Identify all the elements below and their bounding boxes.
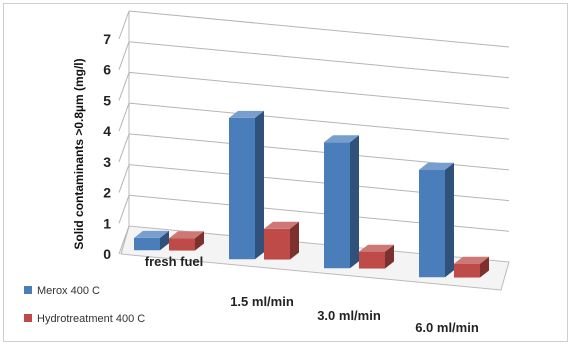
y-tick-label: 4 <box>103 123 111 139</box>
bar-front <box>264 228 290 260</box>
bar-hydrotreatment <box>454 256 489 278</box>
y-tick-label: 0 <box>103 246 111 262</box>
gridline <box>128 71 510 109</box>
legend-swatch <box>24 286 32 294</box>
gridline-side <box>118 102 130 132</box>
gridline-side <box>118 133 130 163</box>
bar-side <box>255 110 264 260</box>
bar-front <box>359 251 385 269</box>
legend-label: Merox 400 C <box>37 285 100 297</box>
y-tick-label: 3 <box>103 154 111 170</box>
bar-hydrotreatment <box>359 244 394 269</box>
bar-side <box>385 244 394 269</box>
bar-front <box>419 169 445 278</box>
bar-merox <box>324 135 359 269</box>
legend: Merox 400 C Hydrotreatment 400 C <box>24 285 145 325</box>
x-category-label: 1.5 ml/min <box>230 294 294 309</box>
chart-walls <box>120 11 510 291</box>
bar-front <box>324 142 350 269</box>
bar-chart-3d: 0 1 2 3 4 5 6 7 fresh fuel 1.5 ml/min 3.0 ml/min 6… <box>24 10 510 335</box>
bar-side <box>290 221 299 260</box>
y-tick-label: 1 <box>103 215 111 231</box>
bar-merox <box>229 110 264 260</box>
gridline <box>128 102 510 140</box>
gridline-side <box>118 195 130 224</box>
bar-top <box>419 162 454 170</box>
bar-top <box>229 110 264 118</box>
bar-top <box>134 230 169 238</box>
y-tick-label: 5 <box>103 92 111 108</box>
bar-front <box>169 238 195 251</box>
y-axis-title: Solid contaminants >0.8µm (mg/l) <box>72 58 86 249</box>
gridline-side <box>118 164 130 193</box>
gridline-side <box>118 225 130 255</box>
bar-side <box>350 135 359 269</box>
bar-merox <box>134 230 169 251</box>
y-axis-ticks: 0 1 2 3 4 5 6 7 <box>103 31 111 262</box>
bar-side <box>195 231 204 251</box>
x-category-label: 3.0 ml/min <box>317 308 381 323</box>
x-category-label: fresh fuel <box>145 254 204 269</box>
gridline <box>128 41 510 79</box>
bar-front <box>454 263 480 278</box>
gridline-side <box>118 41 130 70</box>
gridline-side <box>118 10 130 40</box>
y-tick-label: 2 <box>103 185 111 201</box>
gridline-side <box>118 72 130 101</box>
y-tick-label: 7 <box>103 31 111 47</box>
bar-top <box>169 231 204 239</box>
x-axis-categories: fresh fuel 1.5 ml/min 3.0 ml/min 6.0 ml/min <box>145 254 479 335</box>
legend-label: Hydrotreatment 400 C <box>37 313 145 325</box>
bar-top <box>264 221 299 229</box>
bar-side <box>160 230 169 251</box>
bar-front <box>229 117 255 260</box>
chart-container: 0 1 2 3 4 5 6 7 fresh fuel 1.5 ml/min 3.0 ml/min 6… <box>3 3 568 342</box>
bar-hydrotreatment <box>169 231 204 251</box>
gridline <box>128 10 510 48</box>
y-tick-label: 6 <box>103 62 111 78</box>
bar-side <box>480 256 489 278</box>
bar-front <box>134 237 160 251</box>
bar-top <box>324 135 359 143</box>
legend-swatch <box>24 314 32 322</box>
bar-top <box>454 256 489 264</box>
bar-hydrotreatment <box>264 221 299 260</box>
x-category-label: 6.0 ml/min <box>415 320 479 335</box>
bar-top <box>359 244 394 252</box>
bar-side <box>445 162 454 278</box>
bar-merox <box>419 162 454 278</box>
bars <box>134 110 489 278</box>
